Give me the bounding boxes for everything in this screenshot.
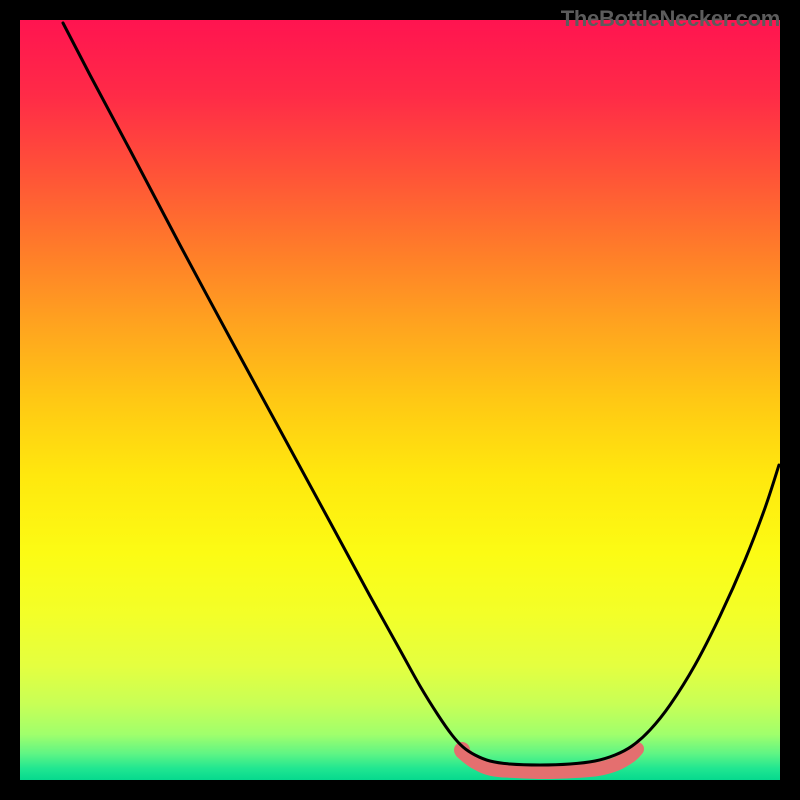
watermark-text: TheBottleNecker.com [561,6,780,32]
chart-background [20,20,780,780]
bottleneck-chart: TheBottleNecker.com [0,0,800,800]
chart-svg [0,0,800,800]
